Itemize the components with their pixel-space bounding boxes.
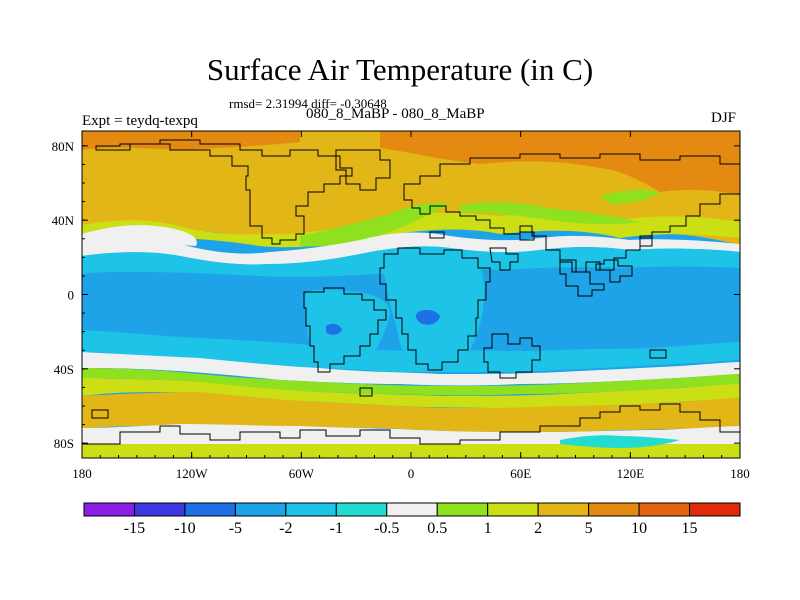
colorbar-box (638, 502, 691, 517)
coastline-north-america (95, 139, 353, 245)
experiment-label: Expt = teydq-texpq (82, 113, 198, 129)
field-region-arctic-deep-orange (380, 131, 740, 195)
coastline-antarctica (82, 403, 740, 445)
coastline-eurasia (403, 153, 740, 273)
colorbar-box (487, 502, 539, 517)
lon-tick-label: 60W (289, 466, 315, 481)
lon-tick-label: 60E (510, 466, 531, 481)
field-region-south-america-blue (305, 289, 391, 367)
plot-title: Surface Air Temperature (in C) (206, 52, 594, 87)
coastline-india (489, 247, 519, 271)
colorbar-label: -1 (330, 520, 343, 537)
colorbar-box (184, 502, 236, 517)
colorbar-box (335, 502, 388, 517)
colorbar-box (689, 502, 741, 517)
colorbar-label: -5 (229, 520, 242, 537)
lon-tick-label: 0 (408, 466, 415, 481)
lat-tick-label: 80N (52, 139, 75, 154)
colorbar-box (285, 502, 337, 517)
lon-tick-label: 180 (730, 466, 750, 481)
field-region-pacific-white (82, 225, 197, 250)
coastline-australia (483, 333, 541, 379)
season-label: DJF (711, 110, 737, 126)
field-region-south-green (82, 368, 740, 396)
field-layer (82, 131, 740, 458)
coastline-islands (91, 231, 667, 419)
lat-tick-label: 40S (54, 362, 74, 377)
colorbar-box (436, 502, 489, 517)
coastline-southeast-asia (559, 259, 633, 297)
colorbar-label: 1 (484, 520, 492, 537)
field-region-antarctic-yellowgreen (82, 444, 740, 458)
field-region-north-green (300, 189, 660, 247)
lat-tick-label: 40N (52, 213, 75, 228)
colorbar-label: 10 (631, 520, 647, 537)
coastline-africa (379, 247, 491, 371)
lat-tick-label: 80S (54, 436, 74, 451)
field-region-south-yellowgreen (82, 378, 740, 408)
colorbar: -15 -10 -5 -2 -1 -0.5 0.5 1 2 5 10 15 (83, 502, 741, 537)
colorbar-label: 2 (534, 520, 542, 537)
coastlines (82, 139, 740, 445)
colorbar-box (83, 502, 135, 517)
colorbar-box (234, 502, 287, 517)
lon-tick-label: 180 (72, 466, 92, 481)
coastline-greenland (335, 149, 391, 191)
longitude-axis: 180 120W 60W 0 60E 120E 180 (72, 131, 750, 481)
colorbar-box (537, 502, 590, 517)
lon-tick-label: 120E (617, 466, 645, 481)
coastline-south-america (303, 287, 387, 373)
lat-tick-label: 0 (68, 288, 75, 303)
colorbar-label: 5 (585, 520, 593, 537)
colorbar-label: 0.5 (427, 520, 447, 537)
colorbar-label: -15 (124, 520, 145, 537)
colorbar-label: -10 (174, 520, 195, 537)
stats-line: rmsd= 2.31994 diff= -0.30648 (229, 96, 387, 111)
field-region-south-orange (82, 392, 740, 432)
colorbar-box (588, 502, 640, 517)
colorbar-label: 15 (682, 520, 698, 537)
colorbar-box (133, 502, 186, 517)
field-region-antarctic-cyan (560, 435, 680, 448)
lon-tick-label: 120W (176, 466, 209, 481)
colorbar-label: -0.5 (374, 520, 399, 537)
field-region-south-white (82, 352, 740, 386)
colorbar-label: -2 (279, 520, 292, 537)
latitude-axis: 80N 40N 0 40S 80S (52, 139, 740, 451)
field-region-north-white (82, 232, 740, 265)
cases-line: 080_8_MaBP - 080_8_MaBP (306, 106, 485, 122)
field-region-equatorial-dark-blue (326, 309, 440, 335)
colorbar-box (386, 502, 438, 517)
